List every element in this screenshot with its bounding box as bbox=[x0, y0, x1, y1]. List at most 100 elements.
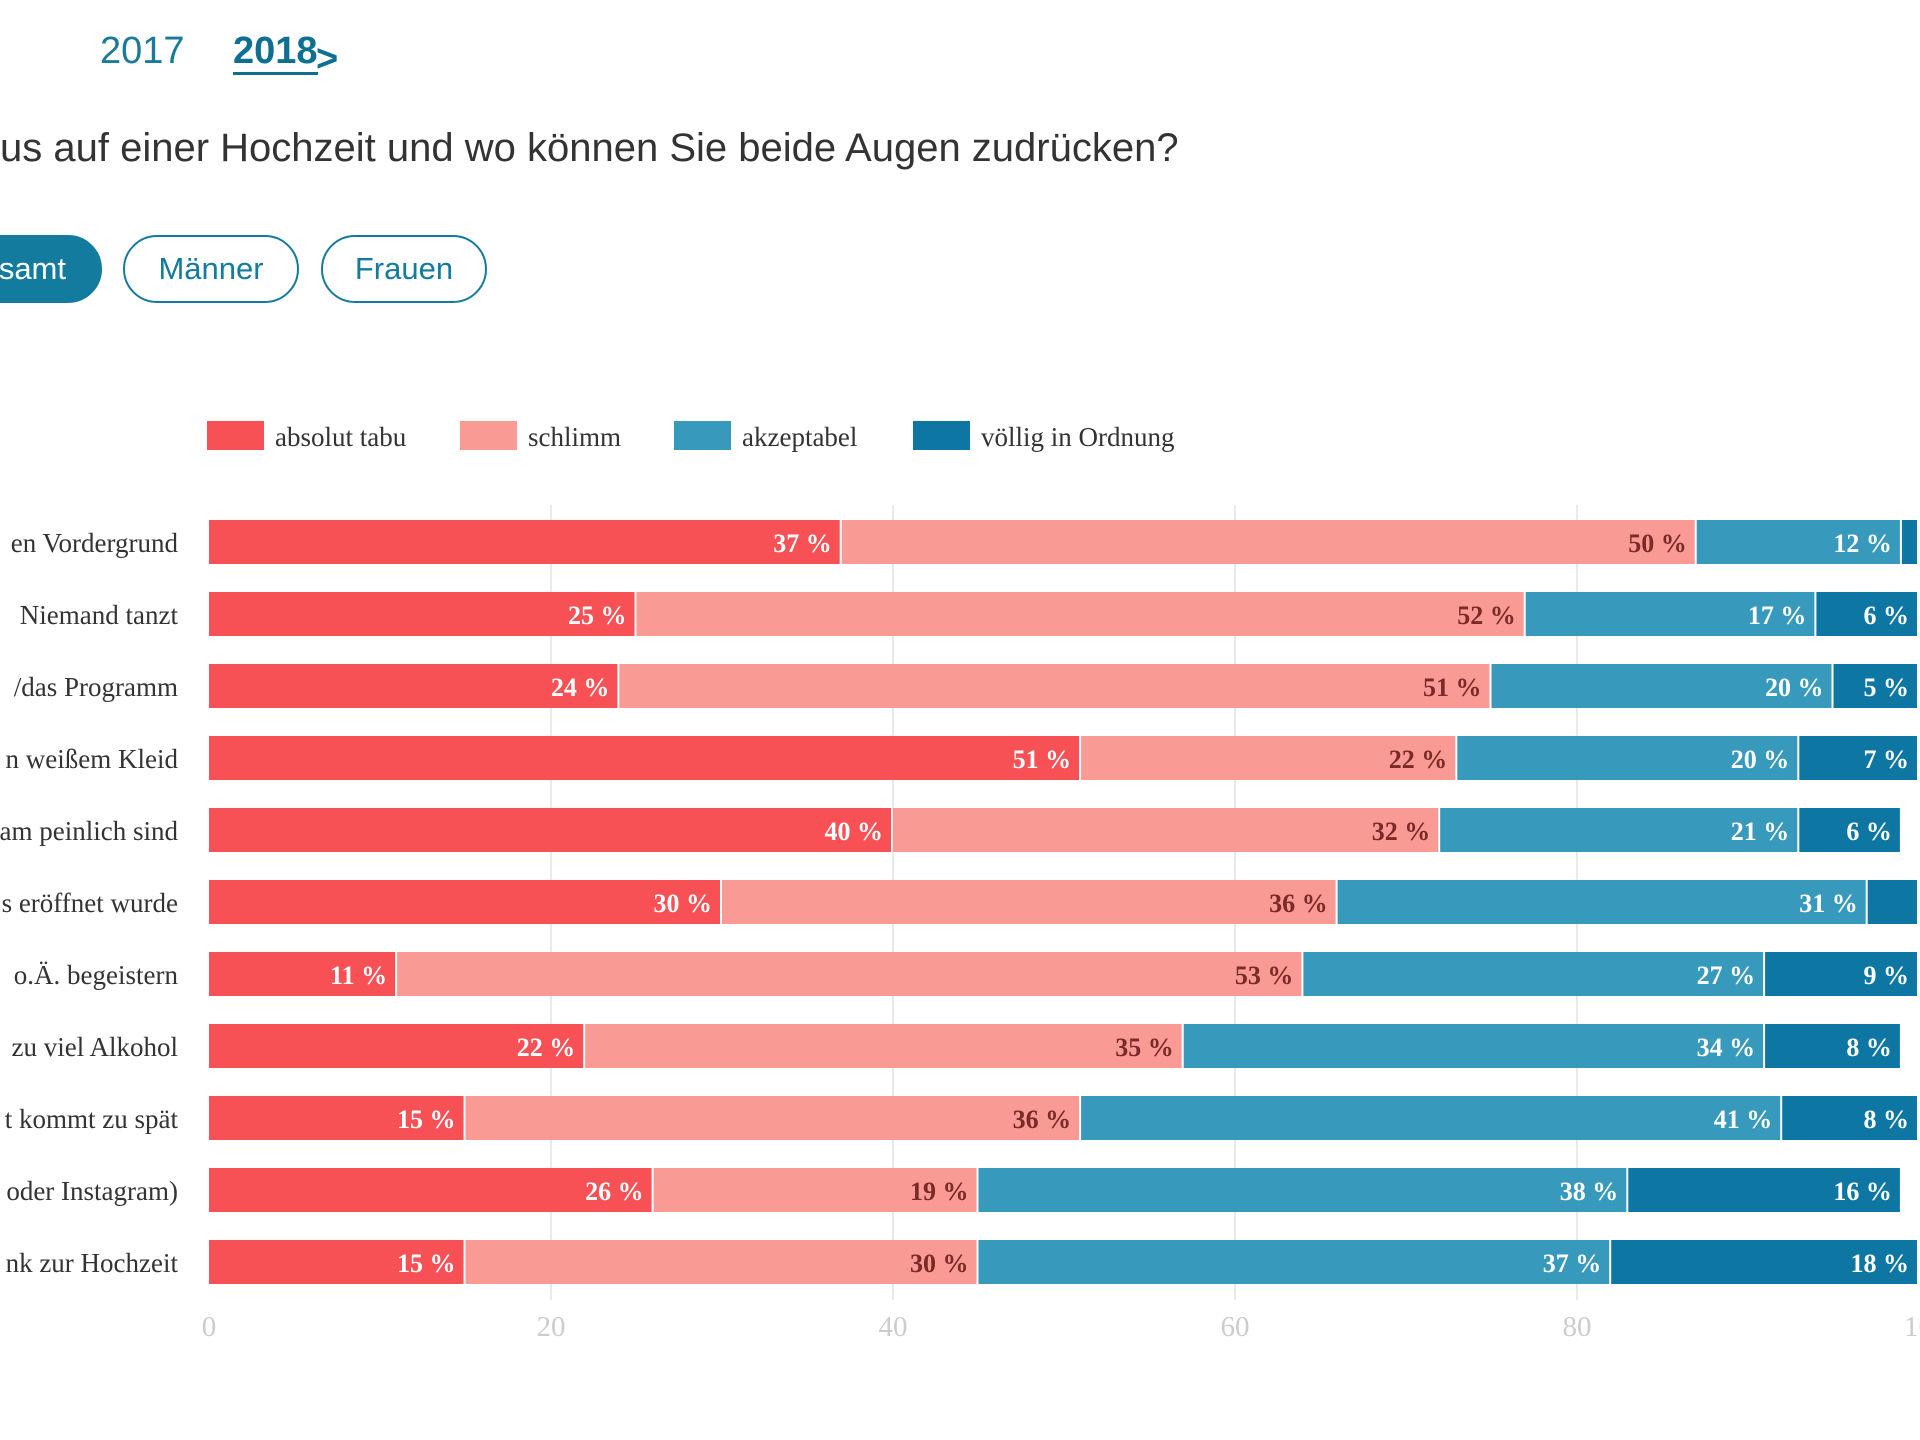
bar-segment-absolut-tabu bbox=[209, 808, 891, 852]
x-tick-label: 80 bbox=[1563, 1311, 1592, 1343]
data-label: 30 % bbox=[654, 889, 713, 918]
bar-segment-völlig-in-ordnung bbox=[1782, 1096, 1917, 1140]
data-label: 5 % bbox=[1864, 673, 1910, 702]
data-label: 22 % bbox=[1389, 745, 1448, 774]
category-label: Niemand tanzt bbox=[20, 600, 179, 630]
bar-segment-schlimm bbox=[619, 664, 1490, 708]
data-label: 38 % bbox=[1560, 1177, 1619, 1206]
category-label: nk zur Hochzeit bbox=[6, 1248, 179, 1278]
bar-segment-völlig-in-ordnung bbox=[1816, 592, 1917, 636]
data-label: 37 % bbox=[773, 529, 832, 558]
chart-x-axis: 0 20 40 60 80 10 bbox=[202, 1311, 1920, 1343]
data-label: 37 % bbox=[1543, 1249, 1602, 1278]
bar-segment-völlig-in-ordnung bbox=[1628, 1168, 1900, 1212]
data-label: 27 % bbox=[1697, 961, 1756, 990]
category-label: s eröffnet wurde bbox=[2, 888, 178, 918]
bar-segment-völlig-in-ordnung bbox=[1765, 952, 1917, 996]
data-label: 11 % bbox=[330, 961, 387, 990]
bar-segment-absolut-tabu bbox=[209, 664, 618, 708]
legend-label-akzeptabel: akzeptabel bbox=[742, 422, 857, 452]
data-label: 40 % bbox=[825, 817, 884, 846]
bar-segment-schlimm bbox=[1081, 736, 1456, 780]
data-label: 19 % bbox=[910, 1177, 969, 1206]
x-tick-label: 40 bbox=[879, 1311, 908, 1343]
data-label: 52 % bbox=[1457, 601, 1516, 630]
bar-segment-schlimm bbox=[585, 1024, 1182, 1068]
data-label: 53 % bbox=[1235, 961, 1294, 990]
data-label: 7 % bbox=[1864, 745, 1910, 774]
filter-frauen-button[interactable]: Frauen bbox=[321, 235, 487, 303]
filter-maenner-button[interactable]: Männer bbox=[123, 235, 299, 303]
data-label: 26 % bbox=[585, 1177, 644, 1206]
bar-segment-absolut-tabu bbox=[209, 952, 396, 996]
year-2017-link[interactable]: 2017 bbox=[100, 30, 185, 72]
question-heading: us auf einer Hochzeit und wo können Sie … bbox=[0, 126, 1179, 170]
bar-segment-akzeptabel bbox=[1457, 736, 1798, 780]
legend-swatch-schlimm bbox=[460, 421, 517, 450]
x-tick-label: 0 bbox=[202, 1311, 217, 1343]
next-year-arrow-icon[interactable]: > bbox=[316, 38, 339, 80]
data-label: 6 % bbox=[1864, 601, 1910, 630]
category-label: /das Programm bbox=[14, 672, 178, 702]
x-tick-label: 20 bbox=[537, 1311, 566, 1343]
bar-segment-schlimm bbox=[841, 520, 1695, 564]
data-label: 30 % bbox=[910, 1249, 969, 1278]
data-label: 15 % bbox=[397, 1249, 456, 1278]
data-label: 41 % bbox=[1714, 1105, 1773, 1134]
data-label: 25 % bbox=[568, 601, 627, 630]
data-label: 35 % bbox=[1115, 1033, 1174, 1062]
data-label: 36 % bbox=[1013, 1105, 1072, 1134]
category-label: zu viel Alkohol bbox=[12, 1032, 178, 1062]
bar-segment-akzeptabel bbox=[1337, 880, 1866, 924]
data-label: 32 % bbox=[1372, 817, 1431, 846]
bar-segment-völlig-in-ordnung bbox=[1799, 808, 1900, 852]
chart-legend: absolut tabu schlimm akzeptabel völlig in O… bbox=[207, 421, 1175, 452]
bar-segment-akzeptabel bbox=[1491, 664, 1832, 708]
filter-gesamt-button[interactable]: samt bbox=[0, 235, 102, 303]
bar-segment-akzeptabel bbox=[1440, 808, 1798, 852]
bar-segment-absolut-tabu bbox=[209, 736, 1080, 780]
category-label: am peinlich sind bbox=[0, 816, 178, 846]
data-label: 51 % bbox=[1013, 745, 1072, 774]
bar-segment-akzeptabel bbox=[978, 1240, 1610, 1284]
data-label: 24 % bbox=[551, 673, 610, 702]
legend-swatch-akzeptabel bbox=[674, 421, 731, 450]
bar-segment-schlimm bbox=[636, 592, 1524, 636]
legend-swatch-absolut-tabu bbox=[207, 421, 264, 450]
bar-segment-völlig-in-ordnung bbox=[1799, 736, 1917, 780]
bar-segment-absolut-tabu bbox=[209, 1024, 584, 1068]
bar-segment-schlimm bbox=[465, 1096, 1080, 1140]
data-label: 17 % bbox=[1748, 601, 1807, 630]
data-label: 36 % bbox=[1269, 889, 1328, 918]
data-label: 6 % bbox=[1846, 817, 1892, 846]
data-label: 20 % bbox=[1765, 673, 1824, 702]
data-label: 8 % bbox=[1864, 1105, 1910, 1134]
data-label: 16 % bbox=[1833, 1177, 1892, 1206]
category-label: n weißem Kleid bbox=[6, 744, 179, 774]
bar-segment-absolut-tabu bbox=[209, 1240, 464, 1284]
data-label: 31 % bbox=[1799, 889, 1858, 918]
data-label: 9 % bbox=[1864, 961, 1910, 990]
x-tick-label: 60 bbox=[1221, 1311, 1250, 1343]
bar-segment-völlig-in-ordnung bbox=[1765, 1024, 1900, 1068]
bar-segment-völlig-in-ordnung bbox=[1867, 880, 1917, 924]
data-label: 8 % bbox=[1846, 1033, 1892, 1062]
bar-segment-schlimm bbox=[653, 1168, 977, 1212]
category-label: oder Instagram) bbox=[6, 1176, 178, 1206]
category-label: o.Ä. begeistern bbox=[14, 960, 179, 990]
data-label: 21 % bbox=[1731, 817, 1790, 846]
stacked-bar-chart: absolut tabu schlimm akzeptabel völlig in O… bbox=[0, 421, 1920, 1343]
bar-segment-schlimm bbox=[465, 1240, 977, 1284]
bar-segment-völlig-in-ordnung bbox=[1611, 1240, 1917, 1284]
data-label: 50 % bbox=[1628, 529, 1687, 558]
category-label: en Vordergrund bbox=[11, 528, 179, 558]
year-2018-link[interactable]: 2018 bbox=[233, 30, 318, 75]
data-label: 18 % bbox=[1851, 1249, 1910, 1278]
bar-segment-akzeptabel bbox=[1696, 520, 1900, 564]
bar-segment-akzeptabel bbox=[1081, 1096, 1781, 1140]
data-label: 51 % bbox=[1423, 673, 1482, 702]
legend-swatch-völlig-in-ordnung bbox=[913, 421, 970, 450]
data-label: 34 % bbox=[1697, 1033, 1756, 1062]
bar-segment-schlimm bbox=[893, 808, 1439, 852]
legend-label-absolut-tabu: absolut tabu bbox=[275, 422, 407, 452]
